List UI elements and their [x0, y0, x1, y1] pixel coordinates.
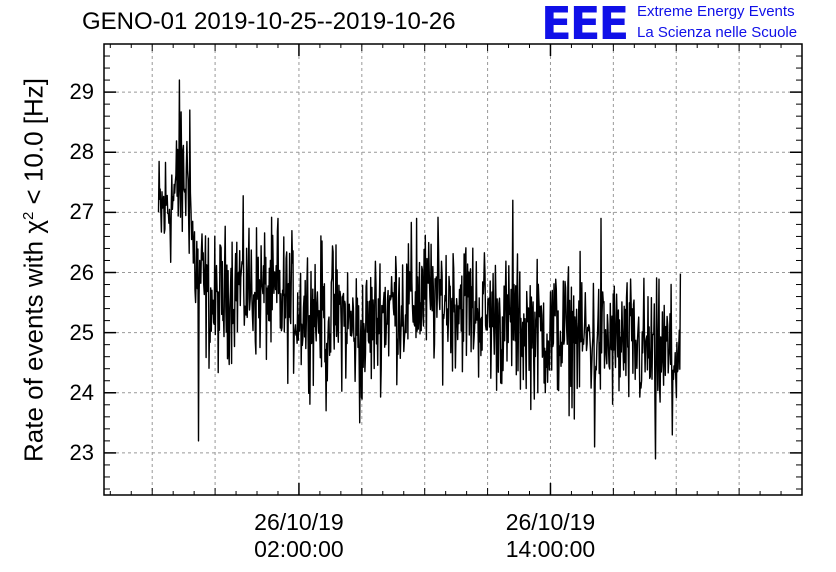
- y-axis-label-suffix: < 10.0 [Hz]: [18, 77, 49, 212]
- x-tick-label: 26/10/19 14:00:00: [506, 509, 596, 563]
- y-axis-label-sup: 2: [19, 211, 37, 221]
- y-tick-label: 27: [69, 199, 94, 225]
- y-tick-label: 25: [69, 319, 94, 345]
- series-line: [157, 79, 682, 460]
- y-tick-label: 26: [69, 259, 94, 285]
- series-layer: [157, 79, 682, 460]
- y-axis-label-chi: χ: [18, 220, 49, 234]
- y-tick-label: 29: [69, 79, 94, 105]
- y-axis-label-prefix: Rate of events with: [18, 233, 49, 463]
- eee-logo: EEE: [541, 0, 629, 50]
- y-tick-label: 23: [69, 439, 94, 465]
- y-tick-label: 24: [69, 379, 94, 405]
- plot-border: [103, 43, 803, 496]
- x-tick-time: 14:00:00: [505, 536, 596, 562]
- logo-line2: La Scienza nelle Scuole: [637, 24, 798, 41]
- plot-frame: [103, 43, 803, 496]
- chart-title: GENO-01 2019-10-25--2019-10-26: [82, 8, 456, 35]
- y-axis-label: Rate of events with χ2 < 10.0 [Hz]: [19, 78, 50, 462]
- x-tick-date: 26/10/19: [505, 509, 596, 535]
- x-tick-label: 26/10/19 02:00:00: [254, 509, 344, 563]
- y-tick-label: 28: [69, 139, 94, 165]
- axis-ticks: [104, 43, 803, 495]
- x-tick-time: 02:00:00: [254, 536, 344, 562]
- logo-line1: Extreme Energy Events: [637, 3, 795, 20]
- x-tick-date: 26/10/19: [254, 509, 344, 535]
